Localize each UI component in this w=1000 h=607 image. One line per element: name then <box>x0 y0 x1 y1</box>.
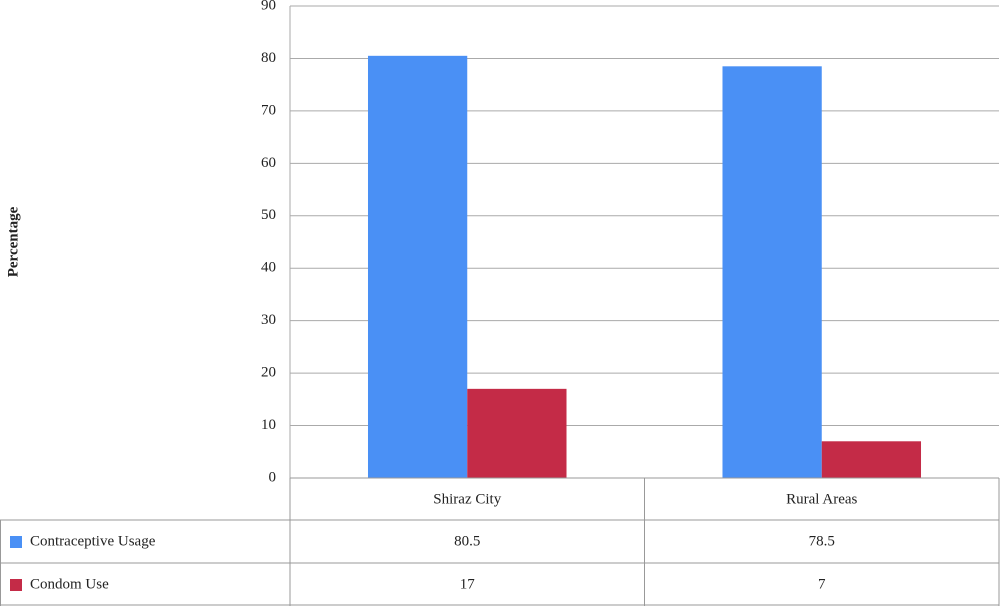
y-tick-label: 60 <box>261 155 276 171</box>
table-value: 7 <box>818 576 826 592</box>
x-tick-label: Shiraz City <box>433 491 501 507</box>
y-tick-label: 90 <box>261 0 276 13</box>
bar <box>367 55 468 478</box>
table-value: 78.5 <box>809 533 835 549</box>
x-tick-label: Rural Areas <box>786 491 857 507</box>
y-tick-label: 10 <box>261 417 276 433</box>
bar <box>821 441 922 478</box>
y-tick-label: 40 <box>261 260 276 276</box>
y-tick-label: 30 <box>261 312 276 328</box>
legend-label: Contraceptive Usage <box>30 533 156 549</box>
y-tick-label: 50 <box>261 207 276 223</box>
legend-swatch <box>10 579 22 591</box>
y-axis-label: Percentage <box>5 206 21 277</box>
bar <box>467 388 567 478</box>
table-value: 80.5 <box>454 533 480 549</box>
bar <box>722 66 822 479</box>
legend-swatch <box>10 536 22 548</box>
y-tick-label: 70 <box>261 102 276 118</box>
y-tick-label: 20 <box>261 365 276 381</box>
y-tick-label: 80 <box>261 50 276 66</box>
table-value: 17 <box>460 576 476 592</box>
y-tick-label: 0 <box>269 469 277 485</box>
legend-label: Condom Use <box>30 576 109 592</box>
